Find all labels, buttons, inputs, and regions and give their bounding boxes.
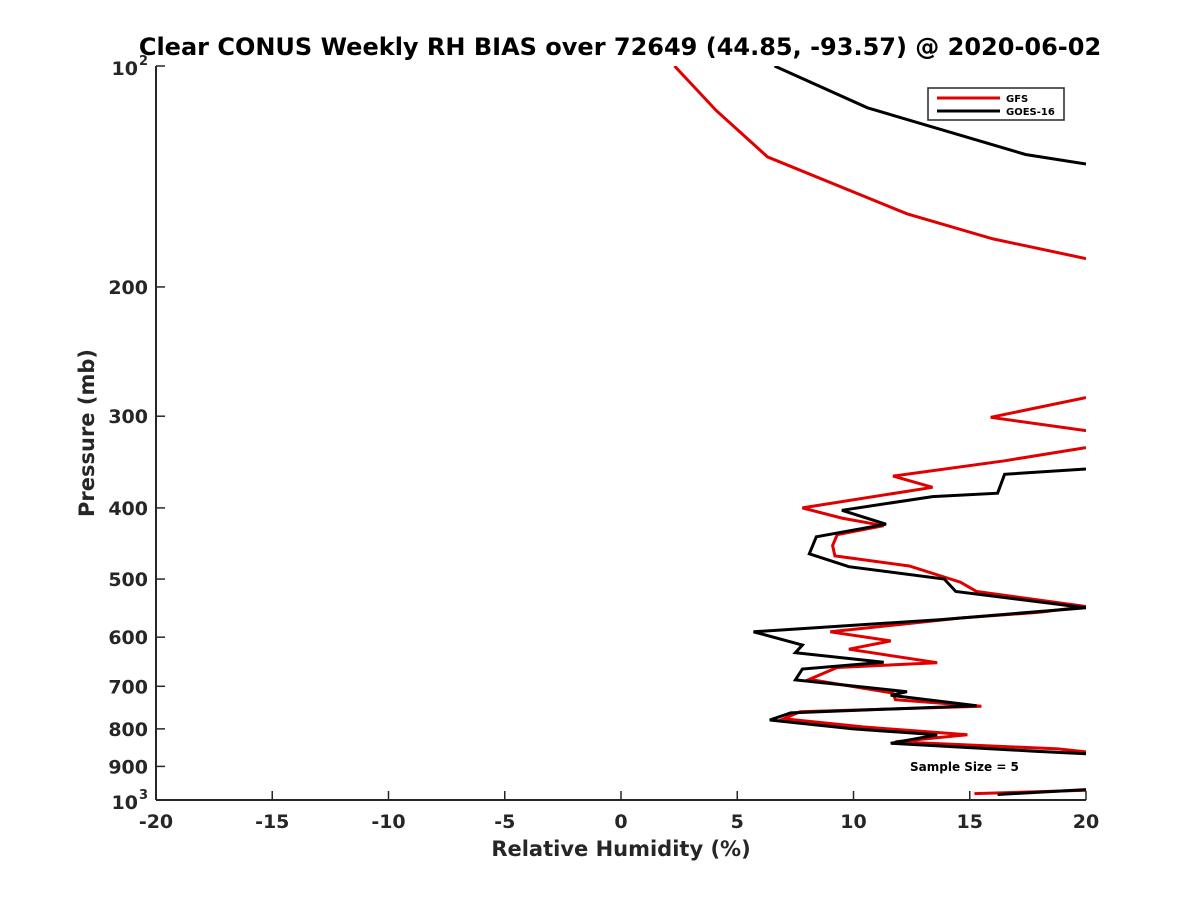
x-tick-label: -5 [494, 811, 515, 833]
x-tick-label: 10 [840, 811, 866, 833]
x-tick-label: -20 [139, 811, 173, 833]
y-tick-label: 800 [108, 719, 148, 741]
x-tick-label: 20 [1073, 811, 1099, 833]
y-tick-exponent: 3 [139, 788, 148, 803]
y-tick-exponent: 2 [139, 54, 148, 69]
y-tick-label: 600 [108, 627, 148, 649]
series-line-goes-16-3 [997, 788, 1086, 796]
chart-title: Clear CONUS Weekly RH BIAS over 72649 (4… [139, 33, 1101, 61]
y-tick-label: 700 [108, 676, 148, 698]
legend-box [927, 87, 1065, 121]
x-tick-label: -10 [371, 811, 405, 833]
y-tick-label: 500 [108, 569, 148, 591]
series-line-gfs-1 [673, 66, 1086, 261]
sample-size-annotation: Sample Size = 5 [910, 760, 1019, 774]
y-tick-label: 200 [108, 277, 148, 299]
y-tick-label: 10 [112, 792, 138, 814]
y-tick-label: 300 [108, 406, 148, 428]
x-tick-label: 0 [614, 811, 627, 833]
series-line-gfs-3 [777, 446, 1086, 754]
legend-label-gfs: GFS [1006, 94, 1028, 105]
y-tick-label: 400 [108, 498, 148, 520]
x-axis-label: Relative Humidity (%) [491, 837, 750, 861]
y-axis-label: Pressure (mb) [75, 349, 99, 517]
x-tick-label: 5 [731, 811, 744, 833]
series-line-goes-16-1 [773, 66, 1086, 166]
series-group [673, 66, 1086, 796]
legend: GFS GOES-16 [927, 87, 1065, 121]
x-tick-label: -15 [255, 811, 289, 833]
series-line-goes-16-2 [753, 467, 1086, 756]
series-line-gfs-2 [990, 396, 1086, 433]
y-tick-label: 900 [108, 756, 148, 778]
x-tick-label: 15 [957, 811, 983, 833]
legend-label-goes-16: GOES-16 [1006, 107, 1055, 118]
y-tick-label: 10 [112, 58, 138, 80]
